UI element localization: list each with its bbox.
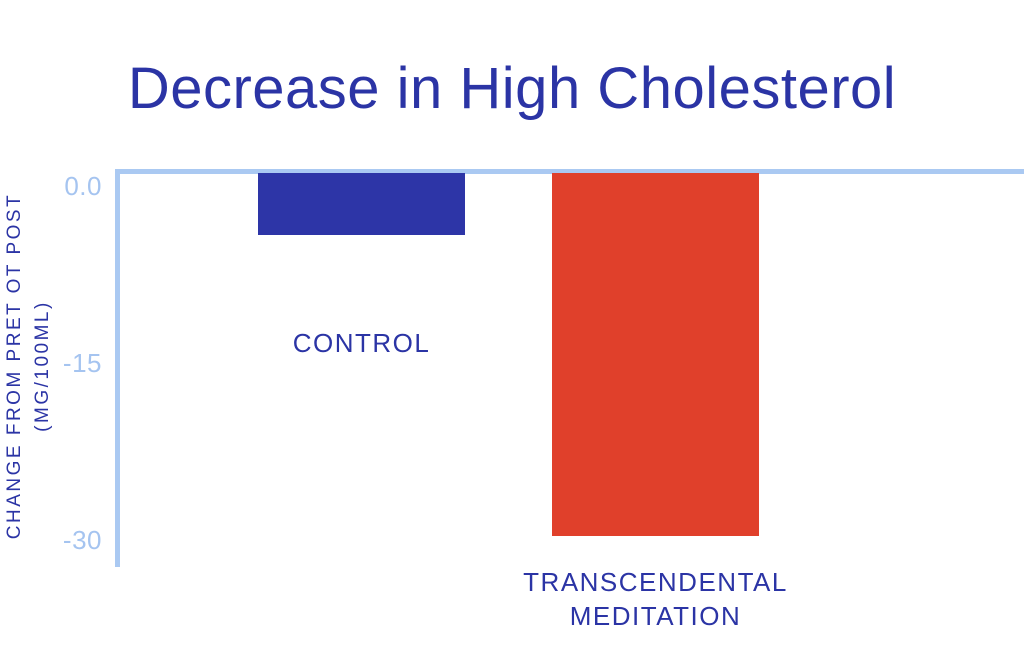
bar-transcendental-meditation (552, 173, 759, 536)
y-tick-label: -15 (62, 348, 102, 378)
y-tick-label: 0.0 (64, 171, 102, 201)
bar-control (258, 173, 465, 235)
zero-baseline (115, 169, 1024, 174)
y-tick-label: -30 (62, 525, 102, 555)
category-label: CONTROL (292, 328, 431, 358)
chart-title: Decrease in High Cholesterol (127, 56, 897, 121)
y-axis-line (115, 169, 120, 567)
category-label: TRANSCENDENTAL MEDITATION (523, 567, 788, 631)
